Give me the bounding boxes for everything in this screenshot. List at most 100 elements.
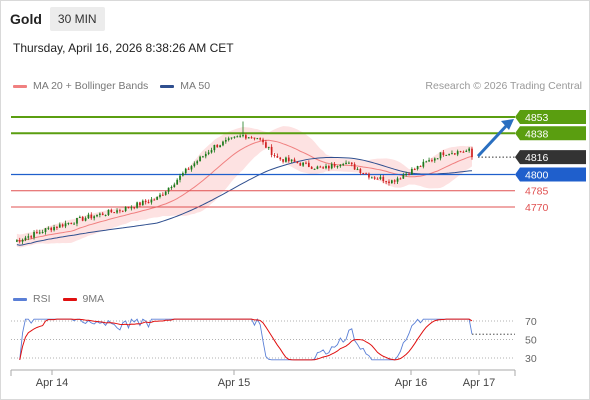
candle-body bbox=[270, 146, 273, 155]
candle-body bbox=[161, 194, 164, 196]
candle-body bbox=[210, 150, 213, 153]
candle-body bbox=[382, 176, 385, 182]
symbol-title: Gold bbox=[10, 11, 42, 27]
candle-body bbox=[468, 148, 470, 151]
candle-body bbox=[44, 228, 47, 233]
candle-body bbox=[319, 166, 322, 168]
candle-body bbox=[190, 166, 193, 170]
level-label-4838: 4838 bbox=[525, 128, 549, 140]
candle-body bbox=[442, 152, 445, 156]
rsi-ma-line bbox=[19, 318, 473, 361]
candle-body bbox=[456, 151, 459, 155]
candle-body bbox=[276, 156, 279, 158]
candle-body bbox=[202, 156, 204, 158]
candle-body bbox=[293, 159, 296, 162]
candle-body bbox=[422, 161, 425, 167]
candle-body bbox=[465, 150, 468, 152]
candle-body bbox=[24, 237, 27, 240]
candle-body bbox=[38, 232, 41, 234]
candle-body bbox=[373, 177, 376, 179]
candle-body bbox=[285, 157, 287, 162]
candle-body bbox=[179, 175, 181, 180]
candle-body bbox=[87, 214, 90, 219]
candle-body bbox=[233, 136, 236, 138]
candle-body bbox=[253, 137, 256, 139]
candle-body bbox=[433, 158, 436, 161]
candle-body bbox=[431, 160, 433, 162]
candle-body bbox=[451, 153, 453, 155]
candle-body bbox=[302, 162, 304, 166]
rsi-tick-label: 30 bbox=[525, 353, 537, 365]
candle-body bbox=[124, 206, 127, 212]
candle-body bbox=[282, 159, 284, 162]
candle-body bbox=[262, 139, 264, 143]
candle-body bbox=[104, 214, 107, 216]
candle-body bbox=[76, 217, 78, 224]
x-tick-label: Apr 15 bbox=[218, 377, 250, 389]
candle-body bbox=[245, 135, 247, 139]
candle-body bbox=[379, 176, 382, 179]
level-tag-4816 bbox=[515, 150, 586, 165]
candle-body bbox=[356, 169, 359, 171]
candle-body bbox=[184, 168, 187, 174]
candle-body bbox=[216, 144, 219, 148]
candle-body bbox=[236, 136, 239, 138]
candle-body bbox=[73, 223, 75, 225]
candle-body bbox=[390, 180, 393, 184]
candle-body bbox=[328, 165, 330, 169]
candle-body bbox=[419, 166, 422, 168]
candle-body bbox=[150, 199, 153, 203]
rsi-swatch bbox=[13, 297, 27, 301]
candle-body bbox=[385, 181, 387, 183]
rsi-ma-swatch bbox=[62, 297, 77, 301]
rsi-legend: RSI 9MA bbox=[13, 293, 104, 305]
candle-body bbox=[144, 200, 147, 203]
timeframe-button[interactable]: 30 MIN bbox=[49, 7, 105, 31]
candle-body bbox=[462, 151, 465, 153]
candle-body bbox=[250, 137, 253, 139]
candle-body bbox=[136, 202, 138, 208]
candle-body bbox=[204, 153, 207, 157]
candle-body bbox=[405, 173, 408, 176]
ma50-legend-label: MA 50 bbox=[180, 80, 211, 92]
level-label-4800: 4800 bbox=[525, 169, 549, 181]
candle-body bbox=[256, 138, 259, 140]
x-tick-label: Apr 16 bbox=[395, 377, 427, 389]
candle-body bbox=[439, 152, 442, 159]
candle-body bbox=[325, 165, 327, 169]
level-label-4785: 4785 bbox=[525, 186, 549, 198]
candle-body bbox=[156, 196, 158, 200]
candle-body bbox=[310, 166, 313, 169]
candle-body bbox=[170, 186, 173, 188]
candle-body bbox=[448, 154, 450, 156]
candle-body bbox=[350, 162, 353, 165]
candle-body bbox=[471, 148, 473, 158]
candle-body bbox=[113, 212, 116, 214]
candle-body bbox=[365, 173, 367, 175]
candle-body bbox=[64, 223, 67, 227]
candle-body bbox=[207, 152, 210, 154]
candle-body bbox=[445, 154, 448, 156]
forecast-arrow-shaft bbox=[476, 122, 510, 158]
bollinger-bands bbox=[16, 126, 473, 248]
candle-body bbox=[388, 181, 390, 184]
candle-body bbox=[453, 153, 456, 155]
candle-body bbox=[18, 240, 21, 242]
candle-body bbox=[130, 207, 133, 209]
candle-body bbox=[99, 213, 101, 215]
candle-body bbox=[242, 135, 244, 137]
candle-body bbox=[27, 236, 30, 238]
level-label-4853: 4853 bbox=[525, 112, 549, 124]
candle-body bbox=[239, 135, 241, 137]
ma50-swatch bbox=[160, 84, 175, 88]
candle-body bbox=[287, 157, 290, 162]
candle-body bbox=[299, 163, 302, 166]
candle-body bbox=[96, 214, 98, 217]
candle-body bbox=[93, 216, 96, 219]
candle-body bbox=[411, 168, 413, 175]
candle-body bbox=[322, 167, 325, 169]
candle-body bbox=[402, 175, 405, 179]
candle-body bbox=[219, 145, 221, 148]
candle-body bbox=[222, 141, 224, 146]
